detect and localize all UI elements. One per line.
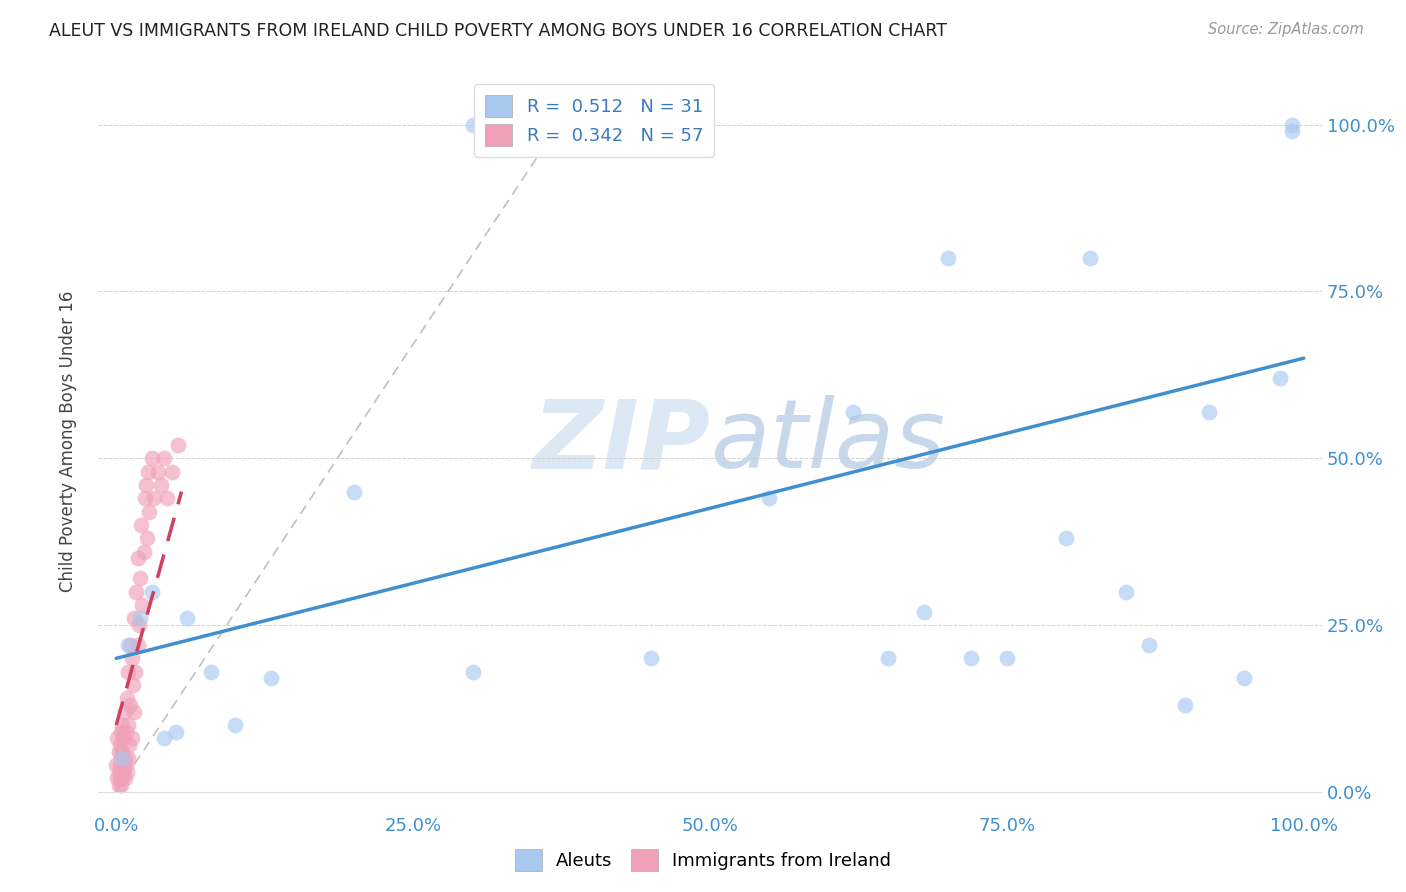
Point <box>120 698 142 712</box>
Point <box>1281 124 1303 138</box>
Point <box>107 772 129 786</box>
Point <box>1281 118 1303 132</box>
Point <box>107 778 129 792</box>
Point <box>160 465 183 479</box>
Point <box>224 718 246 732</box>
Point <box>111 772 134 786</box>
Point <box>156 491 179 506</box>
Point <box>108 758 131 772</box>
Point <box>912 605 935 619</box>
Point <box>124 665 146 679</box>
Point <box>121 678 143 692</box>
Text: ZIP: ZIP <box>531 395 710 488</box>
Point <box>461 118 484 132</box>
Point <box>143 491 166 506</box>
Point <box>128 618 150 632</box>
Point <box>640 651 662 665</box>
Point <box>111 751 134 765</box>
Point <box>960 651 983 665</box>
Point <box>111 718 134 732</box>
Point <box>129 571 152 585</box>
Point <box>114 751 136 765</box>
Point <box>1233 671 1256 685</box>
Point <box>121 731 143 746</box>
Point <box>107 731 129 746</box>
Point <box>108 772 131 786</box>
Point <box>259 671 281 685</box>
Point <box>105 758 128 772</box>
Point <box>176 611 198 625</box>
Point <box>758 491 780 506</box>
Point <box>1115 584 1137 599</box>
Point <box>1174 698 1197 712</box>
Point <box>936 251 959 265</box>
Y-axis label: Child Poverty Among Boys Under 16: Child Poverty Among Boys Under 16 <box>59 291 77 592</box>
Point <box>1139 638 1161 652</box>
Point <box>877 651 900 665</box>
Point <box>120 638 142 652</box>
Point <box>138 505 160 519</box>
Point <box>115 764 138 779</box>
Point <box>152 451 174 466</box>
Point <box>461 665 484 679</box>
Point <box>122 705 145 719</box>
Point <box>114 705 136 719</box>
Point <box>114 758 136 772</box>
Point <box>129 517 152 532</box>
Text: atlas: atlas <box>710 395 945 488</box>
Point <box>136 531 159 545</box>
Point <box>118 738 141 752</box>
Point <box>129 611 152 625</box>
Point <box>117 638 139 652</box>
Point <box>121 651 143 665</box>
Point <box>110 724 132 739</box>
Text: ALEUT VS IMMIGRANTS FROM IRELAND CHILD POVERTY AMONG BOYS UNDER 16 CORRELATION C: ALEUT VS IMMIGRANTS FROM IRELAND CHILD P… <box>49 22 948 40</box>
Point <box>141 451 163 466</box>
Point <box>107 745 129 759</box>
Point <box>135 478 157 492</box>
Legend: R =  0.512   N = 31, R =  0.342   N = 57: R = 0.512 N = 31, R = 0.342 N = 57 <box>474 84 714 157</box>
Point <box>136 465 159 479</box>
Point <box>115 691 138 706</box>
Point <box>117 665 139 679</box>
Point <box>114 772 136 786</box>
Point <box>117 751 139 765</box>
Point <box>110 778 132 792</box>
Point <box>841 404 863 418</box>
Point <box>127 551 149 566</box>
Point <box>150 478 173 492</box>
Point <box>167 438 190 452</box>
Point <box>131 598 153 612</box>
Legend: Aleuts, Immigrants from Ireland: Aleuts, Immigrants from Ireland <box>508 842 898 879</box>
Point <box>117 718 139 732</box>
Point <box>125 584 148 599</box>
Point <box>1268 371 1291 385</box>
Point <box>343 484 366 499</box>
Point <box>114 724 136 739</box>
Point <box>112 764 135 779</box>
Point <box>152 731 174 746</box>
Point <box>122 611 145 625</box>
Point <box>107 764 129 779</box>
Point <box>108 738 131 752</box>
Point <box>111 745 134 759</box>
Point <box>112 731 135 746</box>
Point <box>146 465 169 479</box>
Text: Source: ZipAtlas.com: Source: ZipAtlas.com <box>1208 22 1364 37</box>
Point <box>132 544 155 558</box>
Point <box>995 651 1018 665</box>
Point <box>1054 531 1077 545</box>
Point <box>141 584 163 599</box>
Point <box>110 751 132 765</box>
Point <box>165 724 187 739</box>
Point <box>134 491 156 506</box>
Point <box>127 638 149 652</box>
Point <box>1198 404 1220 418</box>
Point <box>1078 251 1101 265</box>
Point <box>200 665 222 679</box>
